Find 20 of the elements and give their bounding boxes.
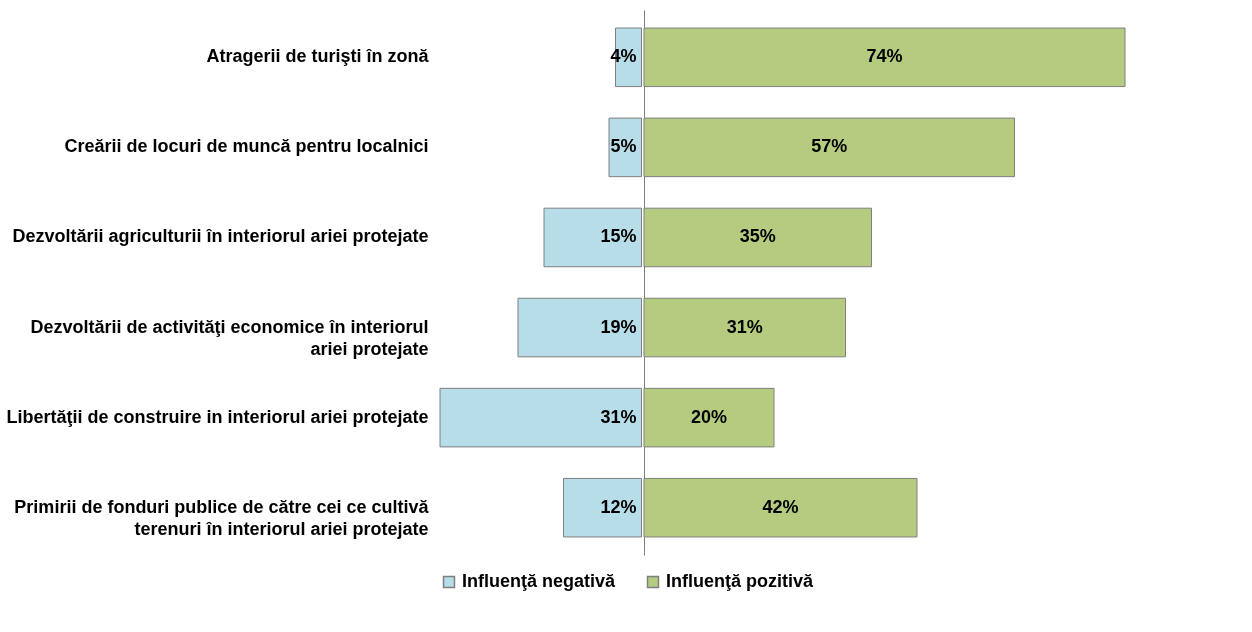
y-tick-label: Libertăţii de construire in interiorul ariei protejate bbox=[6, 406, 429, 427]
data-label: 74% bbox=[865, 46, 903, 67]
legend-label: Influenţă pozitivă bbox=[665, 571, 814, 591]
data-label: 19% bbox=[600, 316, 637, 337]
data-label: 4% bbox=[610, 46, 637, 67]
data-label: 57% bbox=[810, 136, 847, 157]
data-label: 42% bbox=[761, 496, 799, 517]
data-label: 31% bbox=[600, 406, 637, 427]
data-label: 31% bbox=[726, 316, 763, 337]
data-label: 5% bbox=[610, 136, 637, 157]
data-label: 15% bbox=[600, 226, 637, 247]
y-tick-label: Atragerii de turişti în zonă bbox=[206, 46, 430, 67]
y-tick-label: Dezvoltării agriculturii în interiorul ariei protejate bbox=[12, 226, 429, 247]
legend-label: Influenţă negativă bbox=[462, 571, 617, 591]
y-tick-label: Dezvoltării de activităţi economice în interiorul ariei protejate bbox=[30, 316, 429, 359]
y-tick-label: Primirii de fonduri publice de către cei ce cultivă terenuri în interiorul ariei protejate bbox=[14, 496, 430, 539]
y-tick-label: Creării de locuri de muncă pentru localnici bbox=[64, 136, 429, 157]
data-label: 12% bbox=[600, 496, 637, 517]
data-label: 20% bbox=[690, 406, 727, 427]
data-label: 35% bbox=[739, 226, 776, 247]
